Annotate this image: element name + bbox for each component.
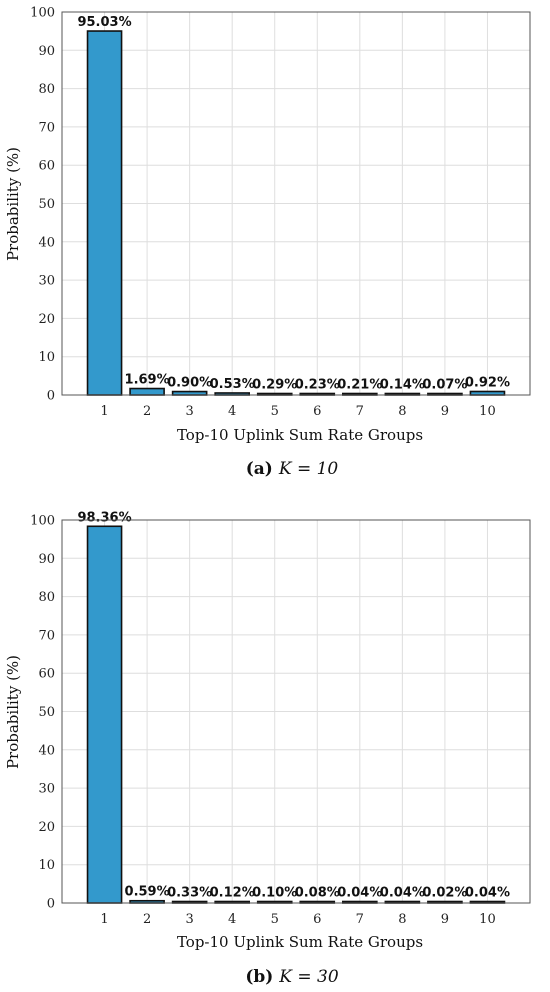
bar-group-1 <box>86 525 123 904</box>
x-tick-label: 3 <box>185 404 193 419</box>
y-tick-label: 50 <box>38 705 55 720</box>
caption-b: (b) K = 30 <box>245 967 339 987</box>
grid-b <box>62 519 530 904</box>
y-tick-label: 10 <box>38 350 55 365</box>
y-tick-label: 0 <box>47 897 55 912</box>
caption-tag-b: (b) <box>245 967 273 987</box>
x-tick-label: 9 <box>441 404 449 419</box>
data-label: 0.04% <box>465 886 510 901</box>
data-label: 1.69% <box>125 373 170 388</box>
x-tick-label: 2 <box>143 404 151 419</box>
x-tick-label: 5 <box>271 404 279 419</box>
caption-text-a: K = 10 <box>278 459 339 479</box>
x-tick-label: 6 <box>313 404 321 419</box>
x-tick-label: 10 <box>479 404 496 419</box>
bars-a <box>86 30 506 396</box>
caption-a: (a) K = 10 <box>246 459 339 479</box>
data-label: 0.08% <box>295 886 340 901</box>
x-tick-label: 8 <box>398 404 406 419</box>
x-tick-label: 4 <box>228 404 236 419</box>
y-tick-label: 60 <box>38 667 55 682</box>
caption-text-b: K = 30 <box>278 967 339 987</box>
data-label: 0.33% <box>167 886 212 901</box>
plot-frame-b <box>61 519 531 904</box>
data-labels-a: 95.03% 1.69%0.90%0.53%0.29%0.23%0.21%0.14… <box>77 15 510 392</box>
y-tick-label: 40 <box>38 743 55 758</box>
data-label: 0.90% <box>167 376 212 391</box>
y-tick-label: 90 <box>38 44 55 59</box>
y-tick-label: 100 <box>30 514 55 529</box>
x-axis-label-b: Top-10 Uplink Sum Rate Groups <box>177 933 423 951</box>
y-tick-label: 0 <box>47 389 55 404</box>
x-tick-label: 4 <box>228 912 236 927</box>
y-tick-label: 80 <box>38 82 55 97</box>
data-label: 0.59% <box>125 885 170 900</box>
x-tick-label: 9 <box>441 912 449 927</box>
x-tick-label: 3 <box>185 912 193 927</box>
y-tick-label: 60 <box>38 159 55 174</box>
data-label: 0.29% <box>252 378 297 393</box>
y-tick-label: 90 <box>38 552 55 567</box>
bars-b <box>86 525 506 904</box>
y-tick-label: 40 <box>38 235 55 250</box>
x-tick-label: 6 <box>313 912 321 927</box>
bar-group-3 <box>171 390 208 396</box>
bar-group-10 <box>469 390 506 396</box>
data-label: 0.12% <box>210 886 255 901</box>
data-label: 95.03% <box>77 15 131 30</box>
y-tick-label: 30 <box>38 274 55 289</box>
bar-chart-a: 0 10 20 30 40 50 60 70 80 90 100 1 2 3 4 5 6 7 8 9 10 95.03… <box>4 6 531 479</box>
data-label: 0.23% <box>295 378 340 393</box>
y-tick-label: 30 <box>38 782 55 797</box>
x-tick-label: 8 <box>398 912 406 927</box>
y-tick-label: 80 <box>38 590 55 605</box>
x-tick-label: 5 <box>271 912 279 927</box>
x-tick-label: 1 <box>100 404 108 419</box>
y-tick-label: 70 <box>38 120 55 135</box>
data-labels-b: 98.36%0.59%0.33%0.12%0.10%0.08%0.04%0.04… <box>77 510 510 900</box>
grid-a <box>62 11 530 396</box>
bar-group-1 <box>86 30 123 396</box>
caption-tag-a: (a) <box>246 459 273 479</box>
y-axis-label-b: Probability (%) <box>4 655 22 769</box>
x-tick-label: 2 <box>143 912 151 927</box>
data-label: 0.07% <box>422 378 467 393</box>
y-ticks-b: 0 10 20 30 40 50 60 70 80 90 100 <box>30 514 55 912</box>
data-label: 0.14% <box>380 378 425 393</box>
data-label: 98.36% <box>77 510 131 525</box>
data-label: 0.04% <box>380 886 425 901</box>
data-label: 0.21% <box>337 378 382 393</box>
x-tick-label: 7 <box>356 404 364 419</box>
bar-chart-b: 0 10 20 30 40 50 60 70 80 90 100 1 2 3 4 5 6 7 8 9 10 98.36… <box>4 510 531 987</box>
x-ticks-a: 1 2 3 4 5 6 7 8 9 10 <box>100 404 495 419</box>
data-label: 0.53% <box>210 377 255 392</box>
y-tick-label: 70 <box>38 628 55 643</box>
y-tick-label: 50 <box>38 197 55 212</box>
y-ticks-a: 0 10 20 30 40 50 60 70 80 90 100 <box>30 6 55 404</box>
plot-frame-a <box>61 11 531 396</box>
y-tick-label: 20 <box>38 312 55 327</box>
bar-group-2 <box>129 387 165 396</box>
x-tick-label: 10 <box>479 912 496 927</box>
y-tick-label: 10 <box>38 858 55 873</box>
data-label: 0.92% <box>465 375 510 390</box>
data-label: 0.04% <box>337 886 382 901</box>
data-label: 0.10% <box>252 886 297 901</box>
y-axis-label-a: Probability (%) <box>4 147 22 261</box>
data-label: 0.02% <box>422 886 467 901</box>
y-tick-label: 100 <box>30 6 55 21</box>
x-axis-label-a: Top-10 Uplink Sum Rate Groups <box>177 426 423 444</box>
x-ticks-b: 1 2 3 4 5 6 7 8 9 10 <box>100 912 495 927</box>
y-tick-label: 20 <box>38 820 55 835</box>
x-tick-label: 1 <box>100 912 108 927</box>
x-tick-label: 7 <box>356 912 364 927</box>
